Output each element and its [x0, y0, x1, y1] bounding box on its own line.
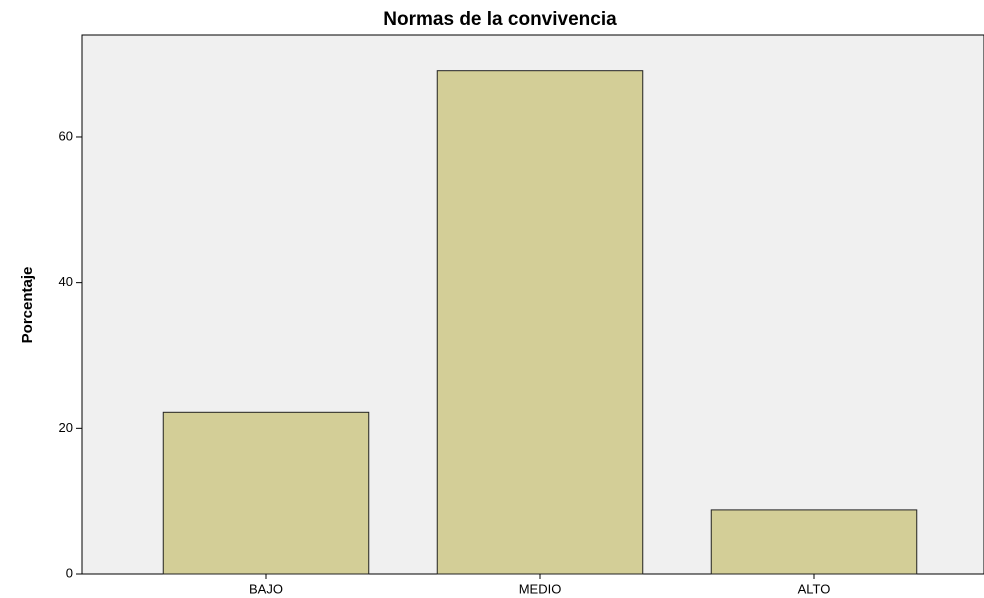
y-axis-label: Porcentaje [19, 267, 36, 344]
x-tick-label: ALTO [798, 581, 831, 596]
bar [710, 509, 918, 575]
y-tick-label: 20 [59, 420, 73, 435]
chart-title: Normas de la convivencia [383, 9, 617, 30]
x-tick-label: BAJO [249, 581, 283, 596]
x-tick-label: MEDIO [519, 581, 562, 596]
bar [162, 411, 370, 575]
bar [436, 70, 644, 575]
y-tick-label: 40 [59, 274, 73, 289]
y-tick-label: 0 [66, 565, 73, 580]
y-tick-label: 60 [59, 128, 73, 143]
